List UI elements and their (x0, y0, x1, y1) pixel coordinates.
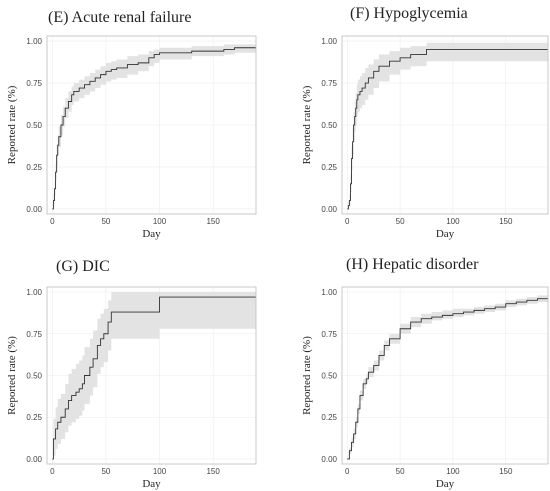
x-tick-label: 0 (345, 217, 350, 226)
x-axis-title: Day (142, 228, 161, 240)
x-tick-label: 150 (499, 467, 513, 476)
plot-frame (341, 35, 549, 215)
x-tick-label: 50 (396, 217, 405, 226)
x-tick-label: 100 (446, 467, 460, 476)
plot-frame (341, 286, 549, 465)
plot-frame (46, 35, 257, 215)
y-tick-label: 0.25 (321, 163, 337, 172)
y-axis-title: Reported rate (%) (301, 336, 313, 415)
confidence-band (347, 295, 548, 459)
y-tick-label: 1.00 (321, 37, 337, 46)
y-axis-title: Reported rate (%) (6, 336, 18, 415)
y-tick-label: 0.75 (26, 79, 42, 88)
x-axis-title: Day (436, 478, 455, 490)
x-tick-label: 0 (345, 467, 350, 476)
x-tick-label: 100 (153, 217, 167, 226)
x-axis-title: Day (142, 478, 161, 490)
y-tick-label: 0.00 (321, 205, 337, 214)
x-tick-label: 50 (101, 217, 110, 226)
cumulative-curve (52, 47, 256, 210)
plot-frame (46, 286, 257, 465)
x-tick-label: 100 (446, 217, 460, 226)
y-tick-label: 0.25 (26, 413, 42, 422)
y-tick-label: 0.50 (321, 372, 337, 381)
y-tick-label: 0.25 (321, 413, 337, 422)
x-tick-label: 150 (499, 217, 513, 226)
y-tick-label: 0.50 (321, 121, 337, 130)
x-tick-label: 150 (206, 217, 220, 226)
panel-hypoglycemia: (F) Hypoglycemia 0.00 0.25 0.50 0.75 1.00 0 50 1… (301, 5, 549, 240)
y-tick-label: 1.00 (321, 288, 337, 297)
y-tick-label: 0.75 (321, 330, 337, 339)
y-tick-label: 0.75 (26, 330, 42, 339)
confidence-band (52, 44, 256, 209)
y-tick-label: 1.00 (26, 288, 42, 297)
y-tick-label: 0.00 (26, 205, 42, 214)
y-tick-label: 0.00 (26, 455, 42, 464)
x-tick-label: 0 (50, 467, 55, 476)
panel-hepatic-disorder: (H) Hepatic disorder 0.00 0.25 0.50 0.75 1.00… (301, 256, 549, 490)
cumulative-curve (347, 298, 548, 460)
panel-acute-renal-failure: (E) Acute renal failure 0.00 0.25 0.50 0.75 1… (6, 9, 257, 240)
cumulative-curve (52, 296, 256, 460)
x-axis-title: Day (436, 228, 455, 240)
y-tick-label: 0.00 (321, 455, 337, 464)
y-axis-title: Reported rate (%) (301, 85, 313, 164)
x-tick-label: 0 (50, 217, 55, 226)
cumulative-curve (347, 48, 548, 210)
panel-title: (G) DIC (56, 258, 110, 275)
y-tick-label: 0.25 (26, 163, 42, 172)
panel-title: (H) Hepatic disorder (346, 256, 479, 273)
y-tick-label: 1.00 (26, 37, 42, 46)
y-tick-label: 0.50 (26, 372, 42, 381)
panel-title: (F) Hypoglycemia (350, 5, 468, 22)
y-axis-title: Reported rate (%) (6, 85, 18, 164)
x-tick-label: 50 (396, 467, 405, 476)
y-tick-label: 0.75 (321, 79, 337, 88)
x-tick-label: 50 (101, 467, 110, 476)
x-tick-label: 150 (206, 467, 220, 476)
x-tick-label: 100 (153, 467, 167, 476)
confidence-band (52, 292, 256, 459)
confidence-band (347, 42, 548, 209)
y-tick-label: 0.50 (26, 121, 42, 130)
panel-dic: (G) DIC 0.00 0.25 0.50 0.75 1.00 0 50 100 150 Day R… (6, 258, 257, 490)
panel-title: (E) Acute renal failure (48, 9, 191, 26)
